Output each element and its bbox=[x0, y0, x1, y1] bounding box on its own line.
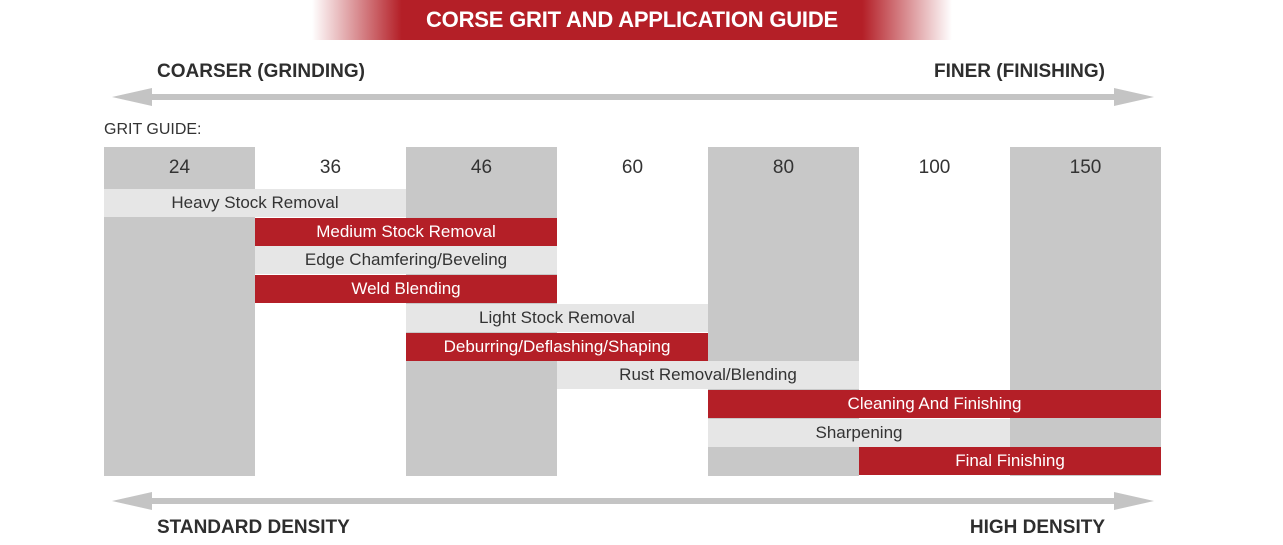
application-bar: Edge Chamfering/Beveling bbox=[255, 246, 557, 275]
application-bar: Final Finishing bbox=[859, 447, 1161, 476]
application-label: Weld Blending bbox=[351, 279, 461, 299]
application-label: Cleaning And Finishing bbox=[847, 393, 1022, 413]
application-label: Light Stock Removal bbox=[479, 307, 635, 327]
application-bar: Heavy Stock Removal bbox=[104, 189, 406, 217]
finer-label: FINER (FINISHING) bbox=[934, 61, 1105, 82]
application-label: Sharpening bbox=[815, 422, 903, 442]
application-bar: Rust Removal/Blending bbox=[557, 361, 859, 390]
application-bar: Weld Blending bbox=[255, 275, 557, 304]
application-bar: Light Stock Removal bbox=[406, 303, 708, 332]
grit-number-80: 80 bbox=[772, 157, 795, 178]
application-label: Final Finishing bbox=[955, 451, 1065, 471]
grit-column-150 bbox=[1010, 147, 1161, 476]
coarser-label: COARSER (GRINDING) bbox=[157, 61, 365, 82]
grit-number-36: 36 bbox=[319, 157, 342, 178]
application-label: Deburring/Deflashing/Shaping bbox=[443, 336, 671, 356]
grit-number-24: 24 bbox=[168, 157, 191, 178]
application-label: Heavy Stock Removal bbox=[171, 193, 339, 212]
application-label: Medium Stock Removal bbox=[316, 221, 496, 241]
grit-number-46: 46 bbox=[470, 157, 493, 178]
bottom-double-arrow-icon bbox=[112, 492, 1154, 510]
title-banner: CORSE GRIT AND APPLICATION GUIDE bbox=[312, 0, 952, 40]
application-label: Edge Chamfering/Beveling bbox=[304, 250, 508, 270]
grit-number-150: 150 bbox=[1069, 157, 1102, 178]
grit-guide-label: GRIT GUIDE: bbox=[104, 121, 202, 138]
high-density-label: HIGH DENSITY bbox=[969, 517, 1105, 538]
application-bar: Deburring/Deflashing/Shaping bbox=[406, 332, 708, 361]
grit-number-100: 100 bbox=[918, 157, 951, 178]
application-bar: Cleaning And Finishing bbox=[708, 389, 1161, 418]
grit-number-60: 60 bbox=[621, 157, 644, 178]
application-bar: Sharpening bbox=[708, 418, 1010, 447]
page-title: CORSE GRIT AND APPLICATION GUIDE bbox=[425, 7, 839, 32]
application-label: Rust Removal/Blending bbox=[619, 365, 797, 385]
application-bar: Medium Stock Removal bbox=[255, 217, 557, 246]
top-double-arrow-icon bbox=[112, 88, 1154, 106]
standard-density-label: STANDARD DENSITY bbox=[157, 517, 350, 538]
